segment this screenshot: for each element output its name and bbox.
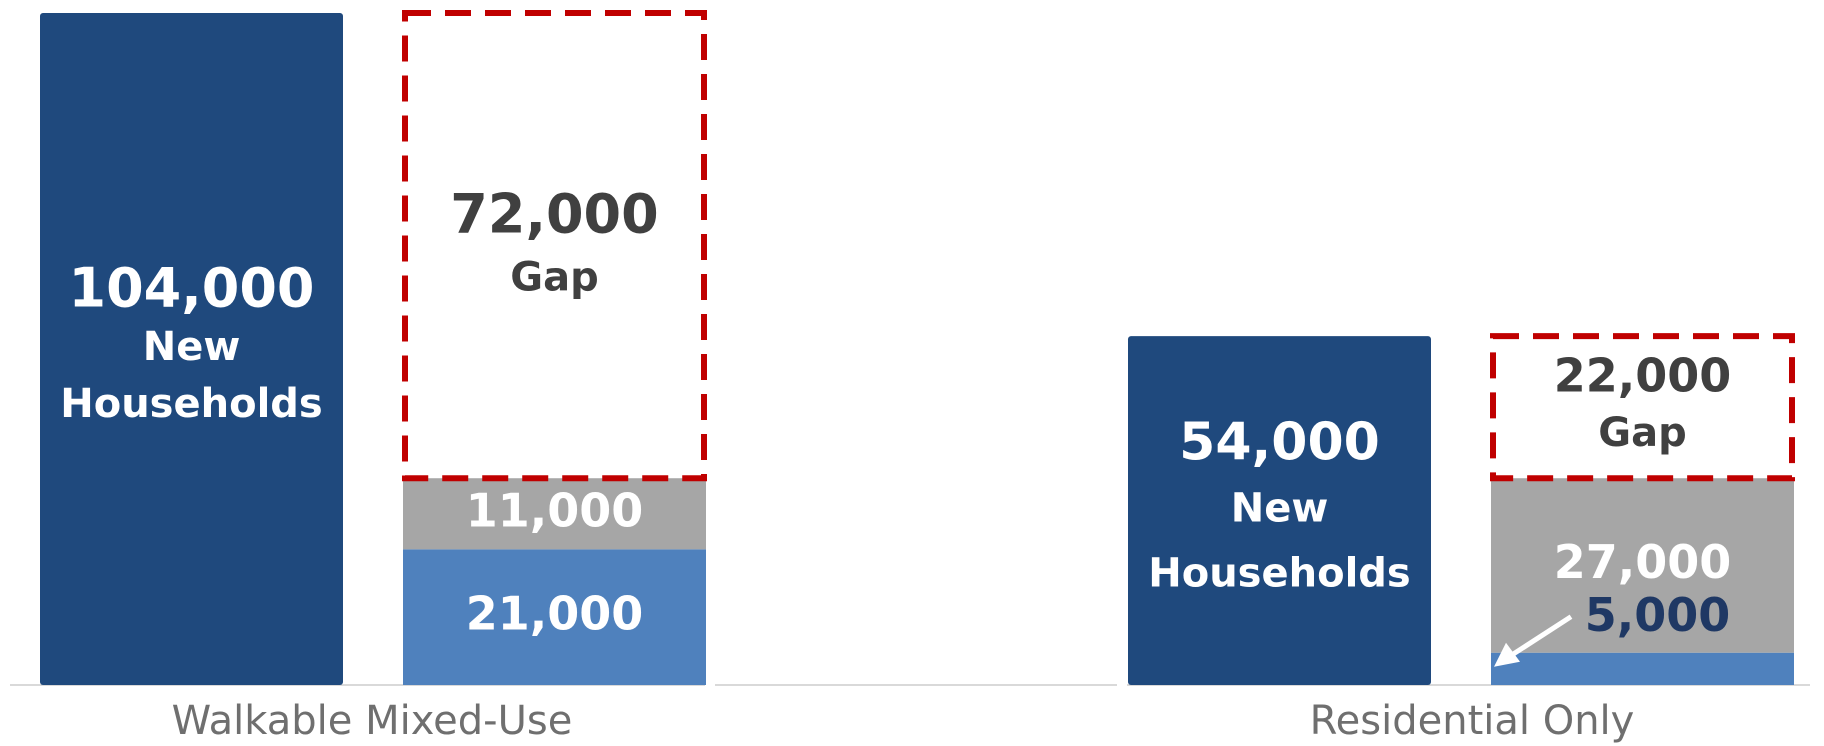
demand-label-walkable-line-0: 104,000 <box>69 257 315 320</box>
gap-value-label-walkable: 72,000 <box>450 182 658 245</box>
supply-segment-walkable-0 <box>403 549 706 685</box>
demand-label-walkable-line-1: New <box>143 324 241 370</box>
supply-label-residential-0: 5,000 <box>1585 588 1731 642</box>
demand-bar-walkable <box>40 13 343 685</box>
demand-label-walkable-line-2: Households <box>60 381 322 427</box>
supply-label-residential-1: 27,000 <box>1554 535 1732 589</box>
callout-arrowhead-residential <box>1494 642 1520 667</box>
callout-arrow-line-residential <box>1501 614 1573 663</box>
supply-segment-residential-1 <box>1491 478 1794 653</box>
demand-label-residential-line-0: 54,000 <box>1179 413 1380 473</box>
gap-box-walkable <box>402 10 707 482</box>
gap-text-label-walkable: Gap <box>510 255 598 301</box>
gap-value-label-residential: 22,000 <box>1554 349 1732 403</box>
supply-label-walkable-0: 21,000 <box>466 587 644 641</box>
demand-label-residential-line-1: New <box>1231 486 1329 532</box>
supply-label-walkable-1: 11,000 <box>466 483 644 537</box>
category-label-residential-only: Residential Only <box>1309 698 1635 744</box>
category-label-walkable-mixed-use: Walkable Mixed-Use <box>171 698 573 744</box>
demand-bar-residential <box>1128 336 1431 685</box>
demand-label-residential-line-2: Households <box>1148 551 1410 597</box>
gap-text-label-residential: Gap <box>1598 410 1686 456</box>
supply-segment-walkable-1 <box>403 478 706 550</box>
supply-segment-residential-0 <box>1491 652 1794 685</box>
gap-box-residential <box>1490 333 1795 482</box>
